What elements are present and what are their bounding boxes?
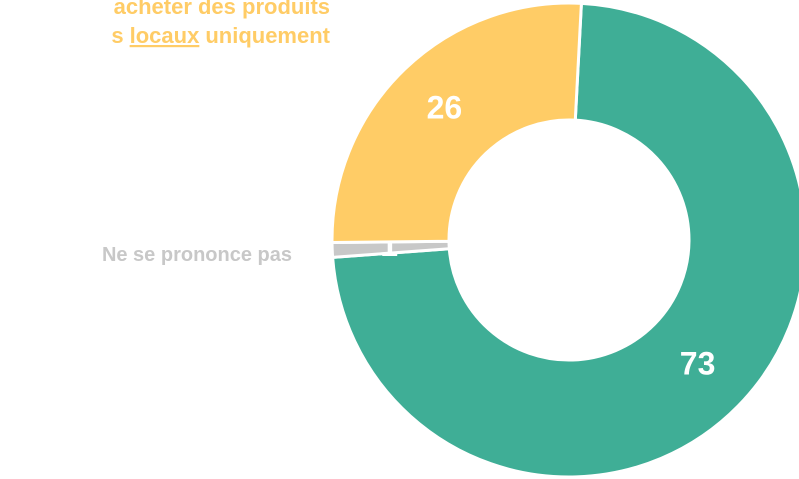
donut-slice bbox=[331, 1, 799, 479]
value-label: 26 bbox=[427, 90, 463, 126]
category-label: Ne se prononce pas bbox=[102, 244, 292, 266]
value-label: 73 bbox=[680, 345, 716, 381]
annotation-line: acheter des produits bbox=[114, 0, 330, 19]
annotation-word: s bbox=[111, 23, 123, 48]
donut-slice bbox=[330, 1, 583, 244]
annotation-word: uniquement bbox=[205, 23, 330, 48]
annotation-line: s locaux uniquement bbox=[111, 23, 330, 48]
annotation-word: locaux bbox=[130, 23, 200, 48]
